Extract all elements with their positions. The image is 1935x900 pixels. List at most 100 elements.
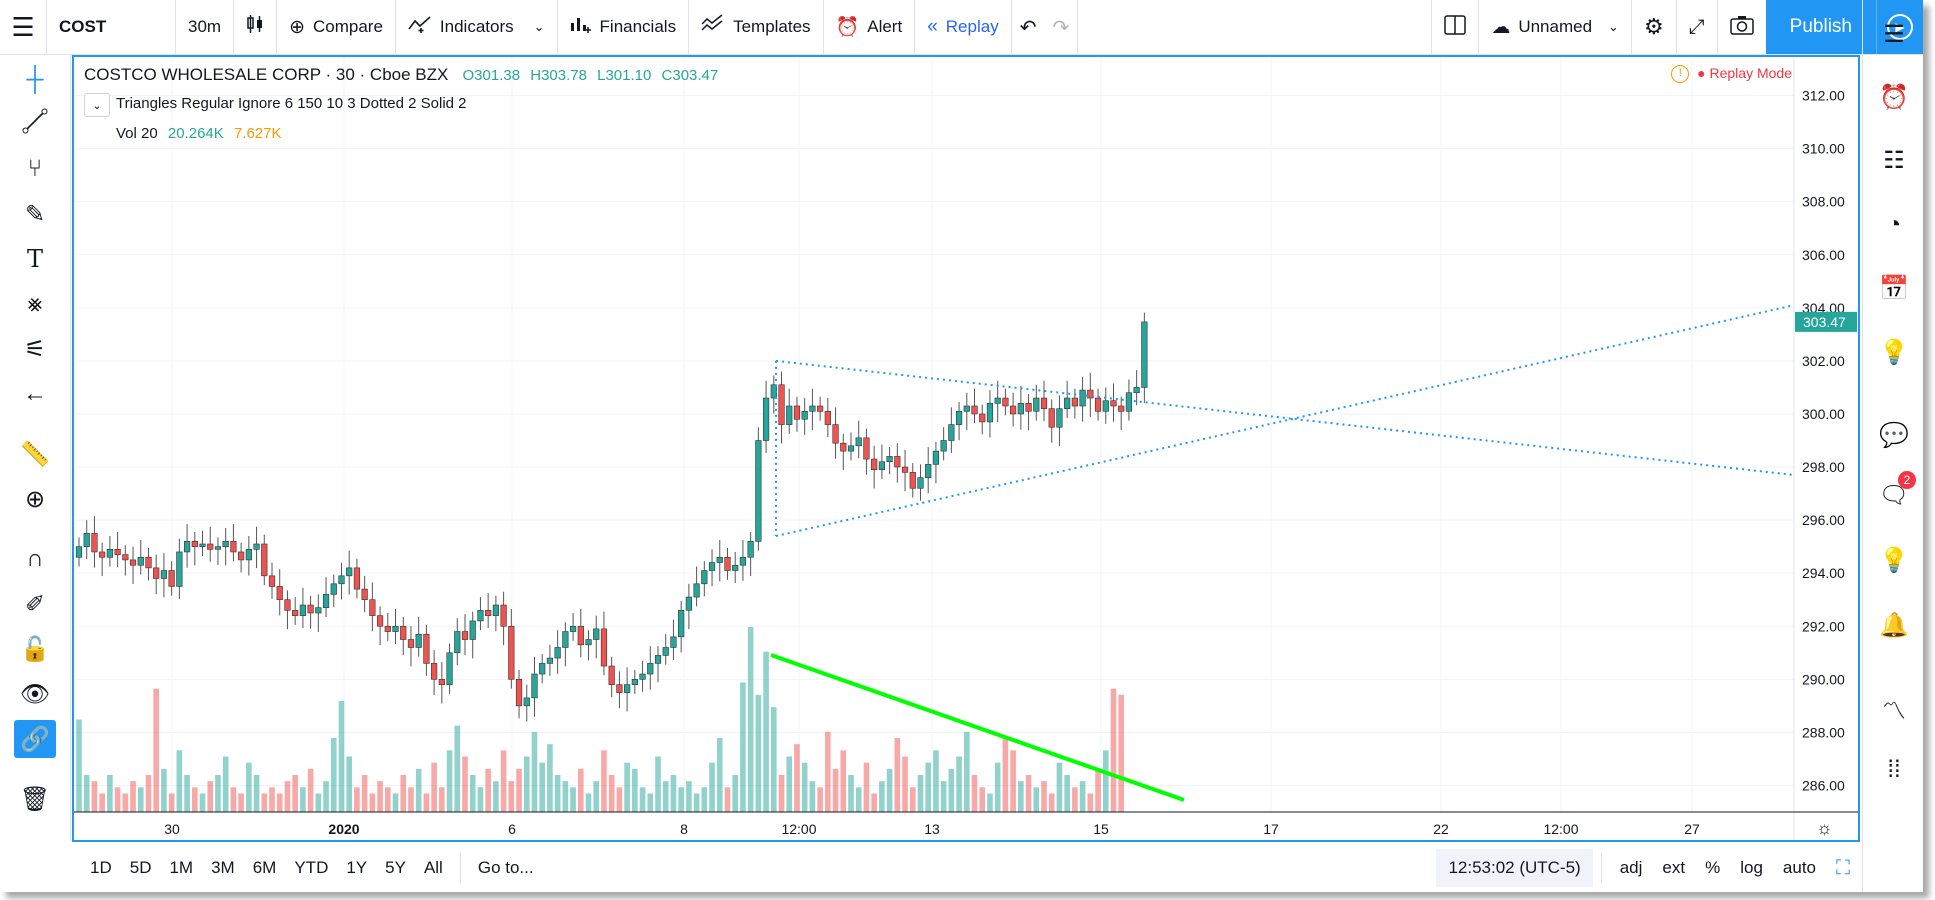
alerts-button[interactable]: ⏰ <box>1874 77 1914 117</box>
volume-bar <box>902 756 908 812</box>
timeframe-3m[interactable]: 3M <box>211 858 235 877</box>
layout-name: Unnamed <box>1518 17 1593 36</box>
chart-canvas[interactable]: 312.00 310.00 308.00 306.00 304.00 302.00 300.… <box>74 57 1858 840</box>
streams-button[interactable]: 💡 <box>1874 540 1914 580</box>
timeframe-1m[interactable]: 1M <box>169 858 194 877</box>
time-tick-label: 13 <box>924 821 940 837</box>
magnet-tool[interactable]: ∩ <box>14 540 56 578</box>
timezone-clock[interactable]: 12:53:02 (UTC-5) <box>1436 849 1593 887</box>
goto-button[interactable]: Go to... <box>469 858 543 878</box>
candle-body <box>423 633 430 664</box>
timeframe-all[interactable]: All <box>423 858 443 877</box>
percent-toggle[interactable]: % <box>1695 858 1730 878</box>
trendline-tool[interactable] <box>14 105 56 143</box>
candle-body <box>569 625 577 632</box>
fit-screen-button[interactable]: ⛶ <box>1826 857 1860 880</box>
text-tool[interactable]: T <box>14 240 56 278</box>
lock-tool[interactable]: 🔓 <box>14 630 56 668</box>
timeframe-1y[interactable]: 1Y <box>346 858 368 877</box>
messages-button[interactable]: 🗨 2 <box>1874 471 1916 515</box>
candle-body <box>1133 387 1140 394</box>
time-tick-label: 8 <box>680 821 688 837</box>
hotlists-button[interactable]: ◔ <box>1874 205 1914 245</box>
prediction-tool[interactable]: ⚟ <box>14 330 56 368</box>
interval-button[interactable]: 30m <box>176 0 235 54</box>
legend-collapse-button[interactable]: ⌄ <box>84 93 110 117</box>
timeframe-ytd[interactable]: YTD <box>294 858 329 877</box>
volume-bar <box>184 775 190 812</box>
chart-type-button[interactable] <box>234 0 278 54</box>
replay-play-button[interactable]: ▶ <box>1876 0 1923 54</box>
templates-button[interactable]: Templates <box>689 0 824 54</box>
publish-button[interactable]: Publish <box>1765 0 1876 54</box>
financials-button[interactable]: Financials <box>558 0 690 54</box>
sync-drawings-tool[interactable]: 🔗 <box>14 720 56 758</box>
candle-body <box>1141 321 1148 388</box>
ext-toggle[interactable]: ext <box>1652 858 1695 878</box>
save-layout-button[interactable]: ☁ Unnamed ⌄ <box>1479 0 1632 54</box>
settings-button[interactable]: ⚙ <box>1632 0 1677 54</box>
candle-body <box>778 384 785 425</box>
symbol-search[interactable]: COST <box>47 0 176 54</box>
volume-bar <box>1056 762 1063 812</box>
fullscreen-button[interactable]: ⤢ <box>1677 0 1718 54</box>
snapshot-button[interactable] <box>1718 0 1766 54</box>
ideas-button[interactable]: 💡 <box>1874 332 1914 372</box>
menu-button[interactable]: ☰ <box>0 0 47 54</box>
candle-body <box>732 564 739 571</box>
volume-bar <box>879 781 885 812</box>
volume-bar <box>655 756 661 812</box>
log-label: log <box>1740 858 1763 877</box>
crosshair-tool[interactable]: ┼ <box>14 61 56 99</box>
timeframe-5y[interactable]: 5Y <box>385 858 406 877</box>
volume-bar <box>215 775 221 812</box>
compare-button[interactable]: ⊕ Compare <box>277 0 396 54</box>
layout-select-button[interactable] <box>1431 0 1480 54</box>
volume-bar <box>716 738 723 812</box>
watchlist-button[interactable]: ☰ <box>1874 14 1914 54</box>
volume-bar <box>771 707 777 812</box>
notifications-button[interactable]: 🔔 <box>1874 605 1914 645</box>
remove-drawings-tool[interactable]: 🗑 <box>14 780 56 818</box>
more-tools-button[interactable]: ⁞⁞ <box>1874 750 1914 790</box>
chart-pane[interactable]: 312.00 310.00 308.00 306.00 304.00 302.00 300.… <box>72 55 1860 842</box>
indicators-button[interactable]: Indicators ⌄ <box>396 0 558 54</box>
data-window-button[interactable]: ☷ <box>1874 140 1914 180</box>
volume-bar <box>593 781 600 812</box>
candle-body <box>199 543 206 547</box>
hide-tool[interactable]: 👁 <box>14 675 56 713</box>
undo-button[interactable]: ↶ <box>1012 0 1045 54</box>
redo-button[interactable]: ↷ <box>1044 0 1079 54</box>
auto-toggle[interactable]: auto <box>1773 858 1826 878</box>
replay-mode-indicator[interactable]: ! ● Replay Mode <box>1671 65 1792 84</box>
volume-legend[interactable]: Vol 20 20.264K 7.627K <box>116 125 282 142</box>
trading-panel-button[interactable]: 〽 <box>1874 688 1914 728</box>
candle-body <box>1102 400 1109 412</box>
candle-body <box>971 405 978 415</box>
pattern-tool[interactable]: ⨳ <box>14 285 56 323</box>
stay-drawing-tool[interactable]: ✐ <box>14 585 56 623</box>
symbol-legend: COSTCO WHOLESALE CORP · 30 · Cboe BZX O3… <box>84 65 718 85</box>
zoom-tool[interactable]: ⊕ <box>14 480 56 518</box>
timeframe-1d[interactable]: 1D <box>90 858 112 877</box>
replay-button[interactable]: « Replay <box>915 0 1012 54</box>
volume-bar <box>361 775 368 812</box>
brush-tool[interactable]: ✎ <box>14 195 56 233</box>
log-toggle[interactable]: log <box>1730 858 1773 878</box>
back-tool[interactable]: ← <box>14 375 56 413</box>
candle-body <box>469 620 476 640</box>
timeframe-5d[interactable]: 5D <box>129 858 152 877</box>
timeframe-6m[interactable]: 6M <box>252 858 277 877</box>
adj-toggle[interactable]: adj <box>1610 858 1653 878</box>
calendar-button[interactable]: 📅 <box>1874 268 1914 308</box>
candle-body <box>724 556 731 571</box>
candle-body <box>817 405 824 412</box>
templates-icon <box>701 14 725 40</box>
indicator-legend[interactable]: Triangles Regular Ignore 6 150 10 3 Dott… <box>116 95 467 112</box>
fib-tool[interactable]: ⑂ <box>14 150 56 188</box>
chats-button[interactable]: 💬 <box>1874 415 1914 455</box>
unlock-icon: 🔓 <box>20 635 50 663</box>
alert-button[interactable]: ⏰ Alert <box>824 0 916 54</box>
measure-tool[interactable]: 📏 <box>14 435 56 473</box>
arrow-left-icon: ← <box>23 380 47 407</box>
